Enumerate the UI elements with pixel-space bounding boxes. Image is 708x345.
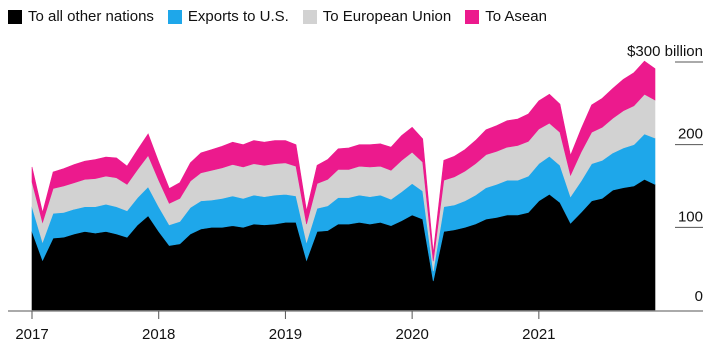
y-tick-label: 100 <box>678 208 703 225</box>
legend-label: Exports to U.S. <box>187 8 289 25</box>
legend-swatch <box>8 9 22 24</box>
legend-item-asean: To Asean <box>465 8 547 25</box>
x-tick-label: 2017 <box>15 326 48 343</box>
area-series-3 <box>31 60 656 262</box>
chart-legend: To all other nations Exports to U.S. To … <box>8 8 547 25</box>
x-tick-label: 2019 <box>269 326 302 343</box>
legend-item-us: Exports to U.S. <box>167 8 289 25</box>
legend-label: To all other nations <box>28 8 154 25</box>
legend-label: To European Union <box>322 8 452 25</box>
legend-item-eu: To European Union <box>302 8 452 25</box>
legend-swatch <box>465 9 480 24</box>
x-tick-label: 2018 <box>142 326 175 343</box>
y-tick-label: 200 <box>678 126 703 143</box>
legend-label: To Asean <box>485 8 547 25</box>
y-tick-label: $300 billion <box>627 43 703 60</box>
legend-item-other-nations: To all other nations <box>8 8 154 25</box>
x-tick-label: 2021 <box>522 326 555 343</box>
legend-swatch <box>302 9 317 24</box>
legend-swatch <box>167 9 182 24</box>
x-tick-label: 2020 <box>395 326 428 343</box>
y-tick-label: 0 <box>695 288 703 305</box>
